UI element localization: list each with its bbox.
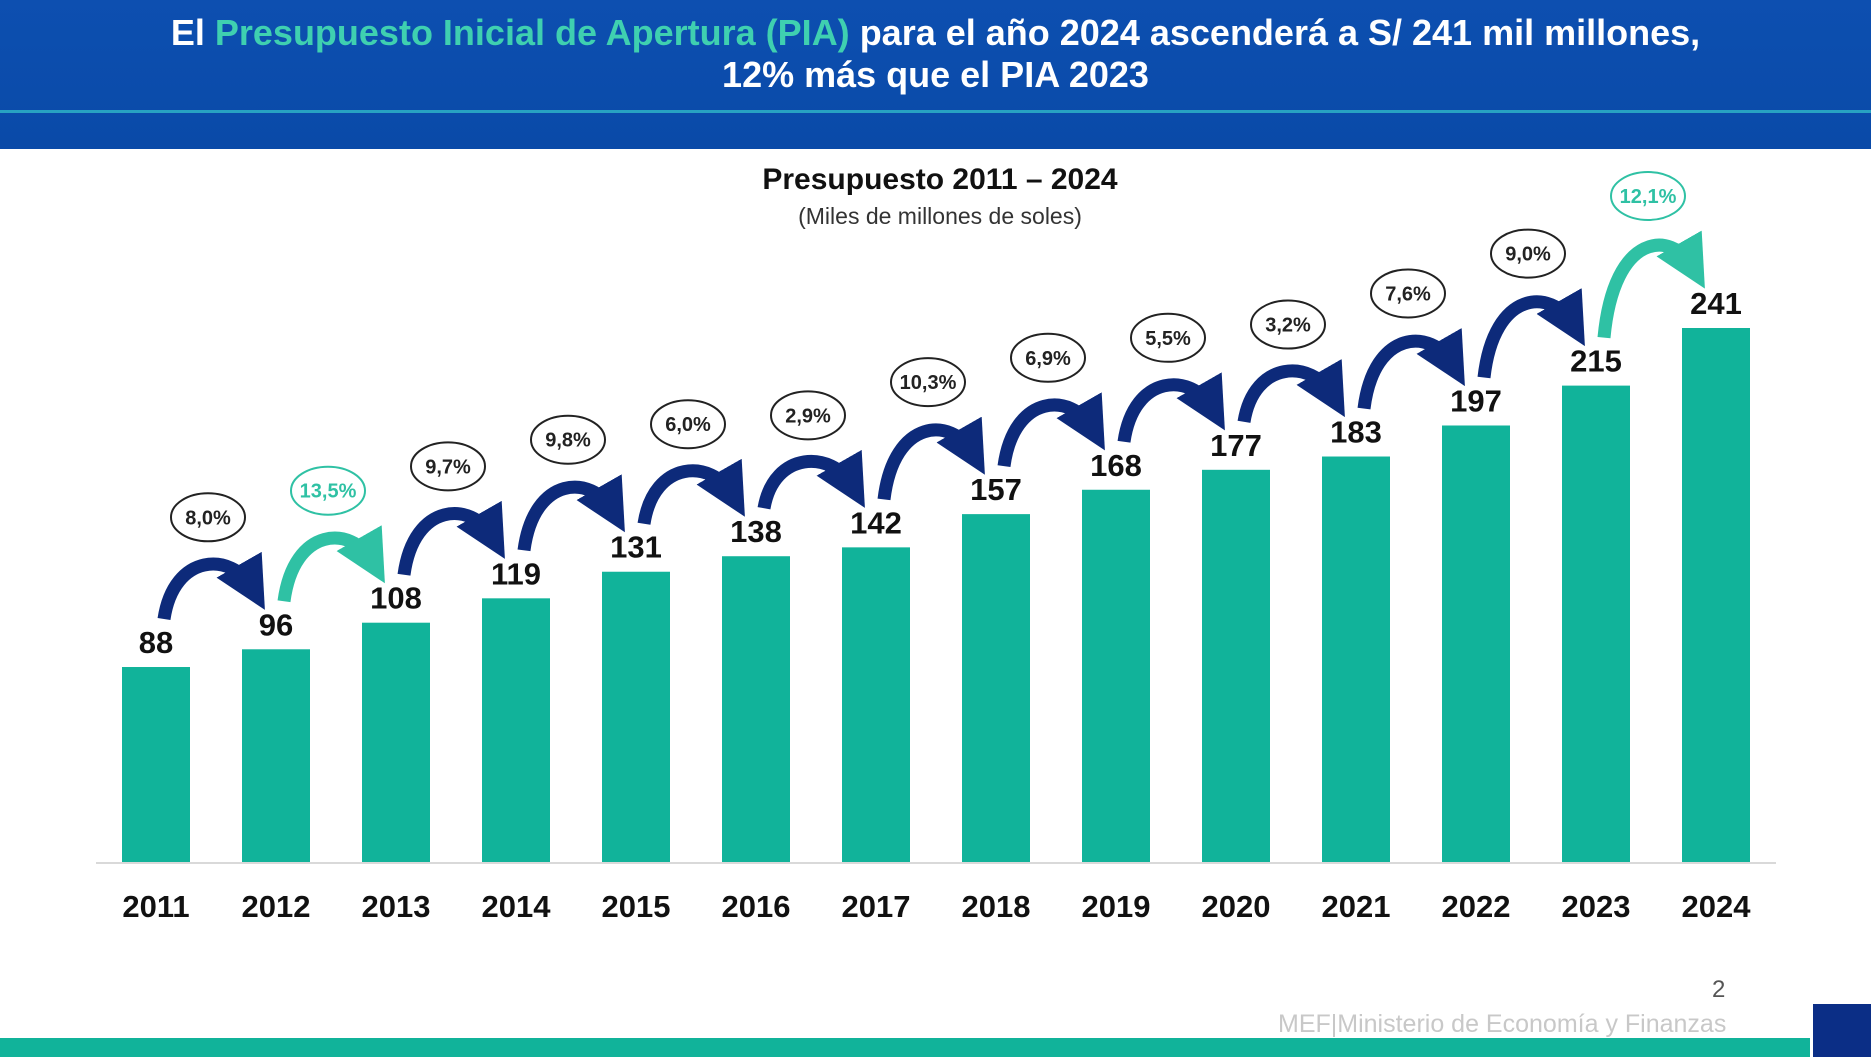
growth-arrow-icon (517, 474, 625, 552)
bar-2017 (842, 547, 910, 862)
value-label: 138 (730, 514, 782, 549)
growth-arrow-icon (1477, 288, 1585, 379)
year-label: 2014 (482, 889, 552, 924)
year-label: 2024 (1682, 889, 1752, 924)
growth-badge (1490, 228, 1566, 279)
growth-label: 6,9% (1025, 348, 1071, 370)
bar-2018 (962, 514, 1030, 862)
year-label: 2011 (122, 889, 189, 924)
growth-badge (1370, 268, 1446, 319)
growth-arrow-icon (1237, 359, 1345, 424)
growth-badge (170, 492, 246, 543)
headline-highlight: Presupuesto Inicial de Apertura (PIA) (214, 12, 850, 53)
growth-arrow-icon (637, 458, 745, 525)
value-label: 215 (1570, 344, 1622, 379)
growth-arrow-icon (157, 551, 265, 621)
chart-subtitle: (Miles de millones de soles) (798, 203, 1082, 229)
header-banner: El Presupuesto Inicial de Apertura (PIA)… (0, 0, 1871, 149)
growth-badge (890, 357, 966, 408)
growth-label: 3,2% (1265, 315, 1311, 337)
year-label: 2020 (1202, 889, 1271, 924)
footer-bar (0, 1038, 1810, 1057)
headline-prefix: El (170, 12, 215, 53)
growth-label: 6,0% (665, 414, 711, 436)
growth-badge (1130, 312, 1206, 363)
growth-arrow-icon (277, 525, 385, 603)
year-label: 2016 (722, 889, 791, 924)
value-label: 131 (610, 530, 662, 565)
bar-2011 (122, 667, 190, 862)
value-label: 88 (139, 625, 173, 660)
year-label: 2013 (362, 889, 431, 924)
growth-badge (650, 399, 726, 450)
headline-line2: 12% más que el PIA 2023 (722, 54, 1149, 95)
growth-arrow-icon (1357, 328, 1465, 410)
year-label: 2017 (842, 889, 911, 924)
growth-arrow-icon (877, 416, 985, 501)
growth-badge (1250, 299, 1326, 350)
growth-label: 5,5% (1145, 328, 1191, 350)
growth-badge (530, 414, 606, 465)
bar-2016 (722, 556, 790, 862)
header-divider (0, 110, 1871, 113)
year-label: 2021 (1322, 889, 1391, 924)
year-label: 2022 (1442, 889, 1511, 924)
bar-2023 (1562, 385, 1630, 862)
bar-2021 (1322, 456, 1390, 862)
chart-title: Presupuesto 2011 – 2024 (762, 163, 1118, 196)
value-label: 241 (1690, 286, 1742, 321)
value-label: 168 (1090, 448, 1142, 483)
growth-badge (290, 465, 366, 516)
growth-badge (770, 390, 846, 441)
bar-2024 (1682, 328, 1750, 862)
growth-arrow-icon (757, 449, 865, 510)
growth-arrow-icon (997, 392, 1105, 468)
growth-badge (1610, 171, 1686, 221)
value-label: 119 (491, 556, 541, 591)
year-label: 2015 (602, 889, 671, 924)
growth-label: 9,0% (1505, 244, 1551, 266)
growth-label: 2,9% (785, 405, 831, 427)
bar-2012 (242, 649, 310, 862)
bar-2015 (602, 571, 670, 862)
headline-suffix: para el año 2024 ascenderá a S/ 241 mil … (849, 12, 1701, 53)
growth-arrow-icon (1117, 372, 1225, 443)
footer-org: MEF|Ministerio de Economía y Finanzas (1278, 1010, 1727, 1038)
growth-label: 10,3% (900, 372, 957, 394)
bar-2013 (362, 622, 430, 862)
growth-badge (410, 441, 486, 492)
growth-label: 9,7% (425, 456, 471, 478)
year-label: 2018 (962, 889, 1031, 924)
bar-2019 (1082, 489, 1150, 862)
value-label: 108 (370, 581, 422, 616)
value-label: 177 (1210, 428, 1262, 463)
growth-label: 13,5% (300, 481, 357, 503)
value-label: 157 (970, 472, 1022, 507)
year-label: 2019 (1082, 889, 1151, 924)
growth-label: 7,6% (1385, 283, 1431, 305)
growth-arrow-icon (1597, 230, 1705, 339)
value-label: 96 (259, 607, 293, 642)
growth-arrow-icon (397, 500, 505, 576)
year-label: 2012 (242, 889, 311, 924)
growth-label: 9,8% (545, 430, 591, 452)
growth-badge (1010, 332, 1086, 383)
value-label: 197 (1450, 383, 1502, 418)
year-label: 2023 (1562, 889, 1631, 924)
page-number: 2 (1712, 976, 1726, 1003)
bar-2014 (482, 598, 550, 862)
value-label: 183 (1330, 415, 1382, 450)
growth-label: 8,0% (185, 507, 231, 529)
bar-2020 (1202, 469, 1270, 862)
value-label: 142 (850, 505, 902, 540)
headline: El Presupuesto Inicial de Apertura (PIA)… (0, 12, 1871, 96)
bar-2022 (1442, 425, 1510, 862)
footer-corner (1813, 1004, 1871, 1057)
growth-label: 12,1% (1620, 186, 1677, 208)
